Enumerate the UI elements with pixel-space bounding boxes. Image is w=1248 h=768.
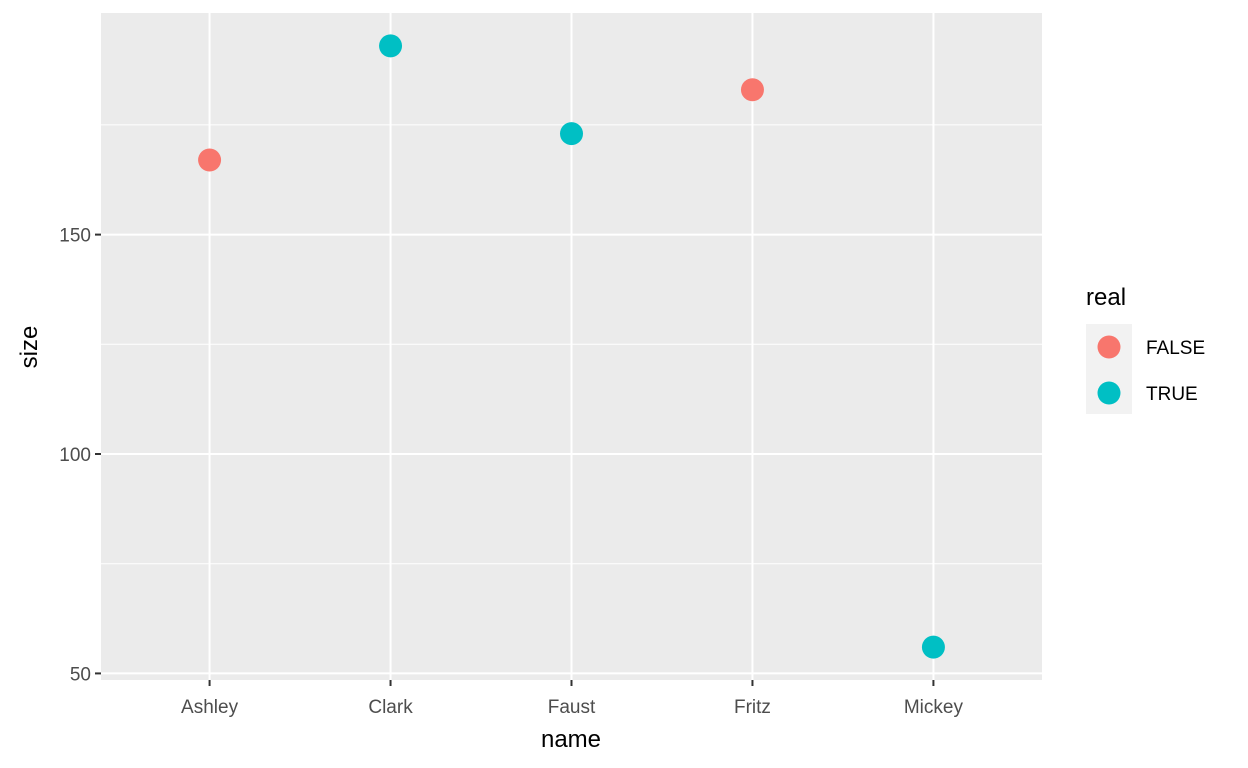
- legend-title: real: [1086, 284, 1126, 311]
- legend-key: [1097, 381, 1121, 405]
- y-tick-label: 100: [59, 445, 91, 466]
- x-tick-label: Clark: [368, 697, 413, 718]
- data-point: [740, 78, 764, 102]
- legend-key: [1097, 335, 1121, 359]
- data-point: [379, 34, 403, 58]
- legend-entries: FALSE TRUE: [1097, 335, 1205, 405]
- y-axis-title: size: [16, 326, 43, 369]
- y-tick-label: 50: [70, 664, 91, 685]
- x-tick-label: Mickey: [904, 697, 964, 718]
- data-point: [921, 635, 945, 659]
- x-tick-label: Ashley: [181, 697, 239, 718]
- legend-label: FALSE: [1146, 338, 1205, 359]
- legend-label: TRUE: [1146, 384, 1198, 405]
- data-point: [560, 122, 583, 146]
- x-axis-title: name: [541, 726, 601, 753]
- x-axis: Ashley Clark Faust Fritz Mickey: [181, 680, 963, 718]
- y-axis: 50 100 150: [59, 226, 101, 685]
- data-point: [198, 148, 222, 172]
- y-tick-label: 150: [59, 226, 91, 247]
- x-tick-label: Faust: [548, 697, 596, 718]
- x-tick-label: Fritz: [734, 697, 771, 718]
- legend: real FALSE TRUE: [1086, 284, 1205, 414]
- data-points: [198, 34, 945, 659]
